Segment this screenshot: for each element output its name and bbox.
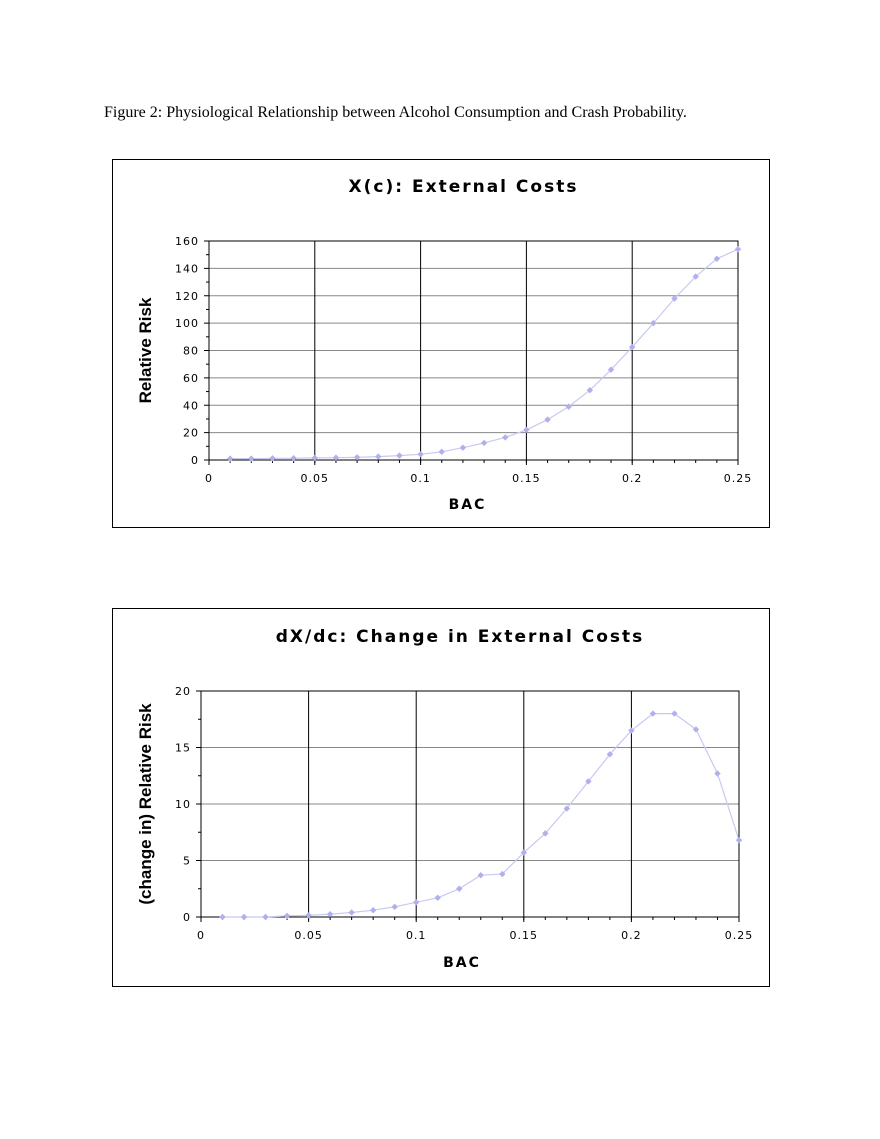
- y-axis-label: (change in) Relative Risk: [136, 703, 155, 905]
- external-costs-svg: X(c): External Costs 0 20 40 60 80 100 120 140 16…: [136, 177, 753, 513]
- figure-caption: Figure 2: Physiological Relationship bet…: [104, 104, 687, 121]
- y-axis-label: Relative Risk: [136, 297, 155, 403]
- data-point-marker: [290, 455, 297, 462]
- y-tick-label: 100: [175, 317, 199, 330]
- chart-title: dX/dc: Change in External Costs: [276, 627, 645, 647]
- data-point-marker: [523, 426, 530, 434]
- data-point-marker: [269, 455, 276, 462]
- data-point-marker: [417, 451, 424, 458]
- data-point-marker: [565, 403, 572, 410]
- y-tick-label: 160: [175, 235, 199, 248]
- y-tick-label: 40: [183, 399, 199, 412]
- data-point-marker: [240, 913, 248, 921]
- data-point-marker: [649, 710, 657, 717]
- data-point-marker: [542, 830, 549, 837]
- x-tick-label: 0.15: [510, 929, 539, 942]
- x-tick-label: 0.25: [724, 472, 753, 485]
- y-tick-label: 5: [183, 855, 191, 868]
- data-point-marker: [544, 416, 551, 423]
- data-point-marker: [348, 909, 355, 916]
- data-point-marker: [713, 255, 721, 262]
- data-point-marker: [671, 710, 678, 717]
- chart-title: X(c): External Costs: [349, 177, 579, 197]
- data-point-marker: [391, 903, 398, 911]
- data-point-marker: [369, 907, 377, 914]
- data-point-marker: [734, 246, 742, 253]
- y-tick-label: 140: [175, 262, 199, 275]
- y-tick-label: 80: [183, 345, 199, 358]
- data-point-marker: [283, 912, 291, 920]
- data-point-marker: [735, 836, 743, 844]
- y-tick-label: 20: [175, 685, 191, 698]
- y-tick-label: 15: [175, 742, 191, 755]
- x-tick-label: 0.1: [406, 929, 427, 942]
- x-tick-label: 0.05: [294, 929, 323, 942]
- data-point-marker: [305, 912, 312, 919]
- y-tick-label: 20: [183, 427, 199, 440]
- data-point-marker: [326, 910, 334, 918]
- x-axis-label: BAC: [443, 955, 481, 971]
- x-tick-label: 0.15: [512, 472, 541, 485]
- data-point-marker: [438, 448, 445, 455]
- data-point-marker: [585, 778, 592, 785]
- data-point-marker: [692, 273, 699, 280]
- y-tick-label: 60: [183, 372, 199, 385]
- data-point-marker: [456, 885, 463, 892]
- data-point-marker: [434, 894, 441, 901]
- change-in-external-costs-svg: dX/dc: Change in External Costs 0 5 10 15 20 0…: [136, 627, 754, 971]
- data-point-marker: [226, 455, 234, 462]
- data-point-marker: [332, 454, 340, 461]
- plot-area-frame: [208, 240, 739, 461]
- data-point-marker: [311, 454, 318, 462]
- x-tick-label: 0.25: [725, 929, 754, 942]
- x-tick-label: 0.2: [622, 472, 643, 485]
- data-point-marker: [650, 319, 657, 327]
- y-tick-label: 0: [183, 911, 191, 924]
- change-in-external-costs-chart: dX/dc: Change in External Costs 0 5 10 15 20 0…: [112, 608, 770, 987]
- x-axis-label: BAC: [449, 497, 487, 513]
- data-point-marker: [629, 343, 636, 351]
- data-point-marker: [353, 454, 361, 461]
- x-tick-label: 0: [197, 929, 205, 942]
- data-point-marker: [219, 913, 226, 921]
- data-point-marker: [714, 770, 721, 777]
- data-point-marker: [606, 751, 614, 758]
- x-tick-label: 0.1: [410, 472, 431, 485]
- data-point-marker: [586, 386, 594, 394]
- plot-area-frame: [200, 690, 740, 918]
- series-line: [222, 712, 740, 918]
- data-point-marker: [413, 899, 420, 906]
- data-point-marker: [502, 434, 509, 441]
- y-tick-label: 0: [191, 454, 199, 467]
- data-point-marker: [375, 453, 382, 460]
- y-tick-label: 10: [175, 798, 191, 811]
- data-point-marker: [459, 444, 467, 451]
- data-point-marker: [262, 913, 269, 921]
- x-tick-label: 0.05: [301, 472, 330, 485]
- x-tick-label: 0: [205, 472, 213, 485]
- external-costs-chart: X(c): External Costs 0 20 40 60 80 100 120 140 16…: [112, 159, 770, 528]
- data-point-marker: [480, 439, 488, 447]
- data-point-marker: [671, 295, 678, 302]
- data-point-marker: [477, 871, 484, 879]
- x-tick-label: 0.2: [621, 929, 642, 942]
- data-point-marker: [248, 455, 255, 462]
- series-line: [230, 248, 739, 460]
- y-tick-label: 120: [175, 290, 199, 303]
- data-point-marker: [396, 452, 403, 459]
